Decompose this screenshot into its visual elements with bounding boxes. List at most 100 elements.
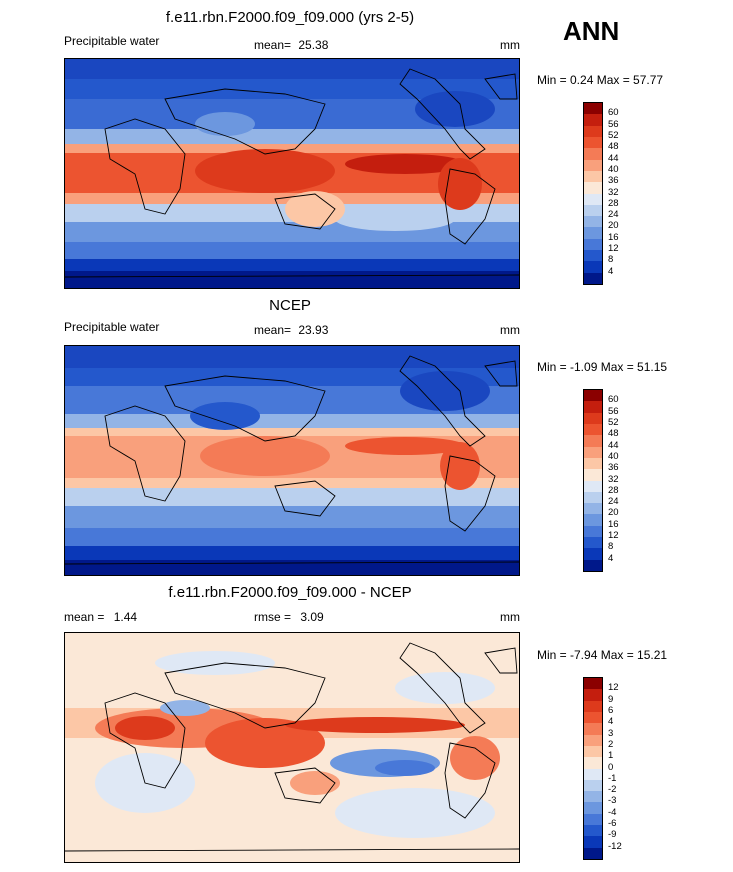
colorbar-tick-label: 12 xyxy=(608,530,619,542)
colorbar-segment xyxy=(584,238,602,251)
colorbar-segment xyxy=(584,791,602,803)
colorbar-segment xyxy=(584,412,602,424)
panel2-map-field xyxy=(65,346,519,575)
colorbar-segment xyxy=(584,272,602,284)
colorbar-tick-label: 44 xyxy=(608,152,619,164)
colorbar-segment xyxy=(584,745,602,758)
colorbar-tick-label: 20 xyxy=(608,507,619,519)
panel2-map xyxy=(64,345,520,576)
colorbar-segment xyxy=(584,159,602,171)
colorbar-tick-label: 4 xyxy=(608,716,614,728)
colorbar-segment xyxy=(584,514,602,526)
panel2-title: NCEP xyxy=(269,297,311,314)
colorbar-tick-label: -12 xyxy=(608,840,622,852)
colorbar-tick-label: 32 xyxy=(608,186,619,198)
colorbar-segment xyxy=(584,435,602,447)
colorbar-segment xyxy=(584,723,602,735)
colorbar-segment xyxy=(584,757,602,769)
colorbar-tick-label: 20 xyxy=(608,220,619,232)
colorbar-segment xyxy=(584,678,602,690)
colorbar-segment xyxy=(584,480,602,492)
colorbar-segment xyxy=(584,457,602,470)
colorbar-tick-label: 56 xyxy=(608,118,619,130)
colorbar-tick-label: 8 xyxy=(608,541,614,553)
colorbar-segment xyxy=(584,768,602,780)
panel1-title: f.e11.rbn.F2000.f09_f09.000 (yrs 2-5) xyxy=(165,9,415,26)
colorbar-tick-label: 24 xyxy=(608,496,619,508)
panel3-colorbar xyxy=(583,677,603,860)
panel2-units: mm xyxy=(500,323,520,337)
colorbar-segment xyxy=(584,114,602,126)
panel3-rmse: rmse = 3.09 xyxy=(254,610,324,624)
colorbar-segment xyxy=(584,700,602,712)
colorbar-tick-label: 60 xyxy=(608,107,619,119)
panel2-minmax: Min = -1.09 Max = 51.15 xyxy=(537,360,668,374)
colorbar-segment xyxy=(584,170,602,183)
colorbar-segment xyxy=(584,148,602,160)
colorbar-segment xyxy=(584,136,602,149)
panel2-mean: mean= 23.93 xyxy=(254,323,328,337)
panel1-mean: mean= 25.38 xyxy=(254,38,328,52)
colorbar-tick-label: 24 xyxy=(608,209,619,221)
colorbar-tick-label: -9 xyxy=(608,829,617,841)
colorbar-segment xyxy=(584,227,602,239)
panel2-colorbar xyxy=(583,389,603,572)
colorbar-segment xyxy=(584,548,602,560)
colorbar-segment xyxy=(584,779,602,792)
panel3-title: f.e11.rbn.F2000.f09_f09.000 - NCEP xyxy=(168,584,412,601)
colorbar-segment xyxy=(584,525,602,538)
colorbar-tick-label: 56 xyxy=(608,405,619,417)
colorbar-segment xyxy=(584,125,602,137)
panel3-rmse-label: rmse = xyxy=(254,610,292,624)
panel3-map-field xyxy=(65,633,519,862)
colorbar-segment xyxy=(584,734,602,746)
colorbar-tick-label: 1 xyxy=(608,750,614,762)
colorbar-tick-label: -3 xyxy=(608,795,617,807)
colorbar-segment xyxy=(584,491,602,504)
colorbar-segment xyxy=(584,836,602,848)
colorbar-tick-label: 48 xyxy=(608,141,619,153)
colorbar-tick-label: 36 xyxy=(608,462,619,474)
colorbar-tick-label: 16 xyxy=(608,518,619,530)
colorbar-tick-label: 32 xyxy=(608,473,619,485)
colorbar-tick-label: 6 xyxy=(608,704,614,716)
colorbar-segment xyxy=(584,469,602,481)
panel1-map xyxy=(64,58,520,289)
panel3-minmax: Min = -7.94 Max = 15.21 xyxy=(537,648,668,662)
colorbar-tick-label: 52 xyxy=(608,129,619,141)
colorbar-tick-label: 60 xyxy=(608,394,619,406)
panel3-mean-label: mean = xyxy=(64,610,105,624)
panel3-mean: mean = 1.44 xyxy=(64,610,137,624)
colorbar-tick-label: 40 xyxy=(608,450,619,462)
panel3-map xyxy=(64,632,520,863)
colorbar-segment xyxy=(584,423,602,436)
panel1-colorbar xyxy=(583,102,603,285)
colorbar-tick-label: 3 xyxy=(608,727,614,739)
colorbar-segment xyxy=(584,711,602,724)
colorbar-tick-label: 4 xyxy=(608,265,614,277)
season-label: ANN xyxy=(563,16,620,46)
colorbar-segment xyxy=(584,689,602,701)
colorbar-tick-label: 9 xyxy=(608,693,614,705)
colorbar-tick-label: -2 xyxy=(608,784,617,796)
colorbar-tick-label: 44 xyxy=(608,439,619,451)
panel1-variable: Precipitable water xyxy=(64,34,160,48)
colorbar-segment xyxy=(584,216,602,228)
colorbar-segment xyxy=(584,825,602,837)
colorbar-tick-label: 28 xyxy=(608,484,619,496)
colorbar-segment xyxy=(584,261,602,273)
colorbar-segment xyxy=(584,802,602,814)
colorbar-segment xyxy=(584,559,602,571)
colorbar-segment xyxy=(584,446,602,458)
panel1-map-field xyxy=(65,59,519,288)
panel1-units: mm xyxy=(500,38,520,52)
colorbar-tick-label: 48 xyxy=(608,428,619,440)
colorbar-tick-label: 2 xyxy=(608,738,614,750)
colorbar-segment xyxy=(584,537,602,549)
panel2-mean-value: 23.93 xyxy=(298,323,329,337)
colorbar-segment xyxy=(584,193,602,205)
colorbar-tick-label: 12 xyxy=(608,682,619,694)
colorbar-tick-label: -1 xyxy=(608,772,617,784)
colorbar-tick-label: -6 xyxy=(608,818,617,830)
colorbar-tick-label: 0 xyxy=(608,761,614,773)
